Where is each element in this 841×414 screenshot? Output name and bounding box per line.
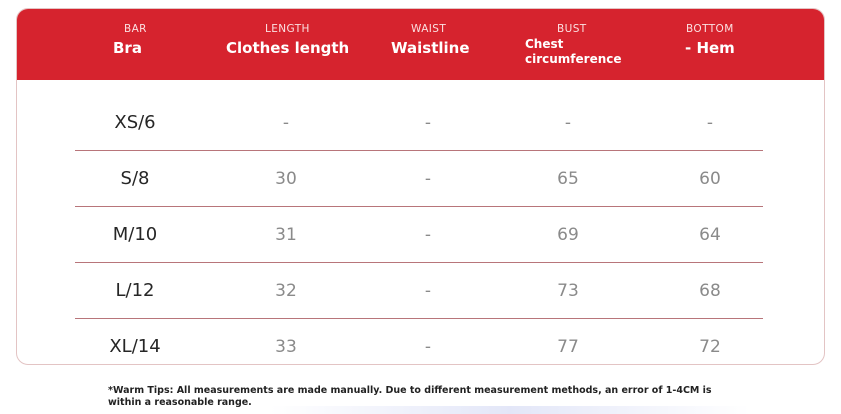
bottom-cell: 64	[699, 224, 721, 245]
header-col-bar: BAR Bra	[113, 23, 147, 57]
bust-cell: 65	[557, 168, 579, 189]
table-row: S/8 30 - 65 60	[75, 151, 763, 207]
bust-cell: 73	[557, 280, 579, 301]
length-cell: -	[282, 112, 290, 133]
bottom-cell: 68	[699, 280, 721, 301]
header-col-bottom: BOTTOM - Hem	[685, 23, 735, 57]
header-col-waist-sub: WAIST	[411, 23, 447, 35]
header-col-bar-title: Bra	[113, 39, 142, 57]
warm-tips-note: *Warm Tips: All measurements are made ma…	[108, 385, 712, 408]
waist-cell: -	[424, 280, 432, 301]
header-col-bust-title: Chest circumference	[525, 37, 622, 66]
size-chart-card: BAR Bra LENGTH Clothes length WAIST Wais…	[16, 8, 825, 365]
length-cell: 32	[275, 280, 297, 301]
header-col-bar-sub: BAR	[124, 23, 147, 35]
header-col-bust: BUST Chest circumference	[525, 23, 635, 67]
header-col-bottom-sub: BOTTOM	[686, 23, 734, 35]
bottom-cell: 72	[699, 336, 721, 357]
header-col-bottom-title: - Hem	[685, 39, 735, 57]
header-col-bust-sub: BUST	[557, 23, 587, 35]
bust-cell: -	[564, 112, 572, 133]
header-col-length-sub: LENGTH	[265, 23, 310, 35]
waist-cell: -	[424, 336, 432, 357]
waist-cell: -	[424, 168, 432, 189]
footer-shadow-decoration	[270, 406, 750, 414]
table-row: L/12 32 - 73 68	[75, 263, 763, 319]
size-chart-header: BAR Bra LENGTH Clothes length WAIST Wais…	[17, 9, 824, 80]
header-col-length-title: Clothes length	[226, 39, 350, 57]
table-row: M/10 31 - 69 64	[75, 207, 763, 263]
waist-cell: -	[424, 224, 432, 245]
bottom-cell: 60	[699, 168, 721, 189]
size-cell: XS/6	[114, 112, 156, 133]
length-cell: 33	[275, 336, 297, 357]
bust-cell: 69	[557, 224, 579, 245]
size-cell: L/12	[115, 280, 155, 301]
bottom-cell: -	[706, 112, 714, 133]
table-row: XL/14 33 - 77 72	[75, 319, 763, 364]
size-cell: M/10	[112, 224, 158, 245]
size-cell: XL/14	[109, 336, 161, 357]
size-table: XS/6 - - - - S/8 30 - 65 60 M/10 31 - 69…	[75, 95, 763, 364]
header-col-length: LENGTH Clothes length	[226, 23, 349, 57]
size-cell: S/8	[120, 168, 150, 189]
length-cell: 31	[275, 224, 297, 245]
length-cell: 30	[275, 168, 297, 189]
waist-cell: -	[424, 112, 432, 133]
table-row: XS/6 - - - -	[75, 95, 763, 151]
header-col-waist: WAIST Waistline	[391, 23, 470, 57]
header-col-waist-title: Waistline	[391, 39, 470, 57]
bust-cell: 77	[557, 336, 579, 357]
